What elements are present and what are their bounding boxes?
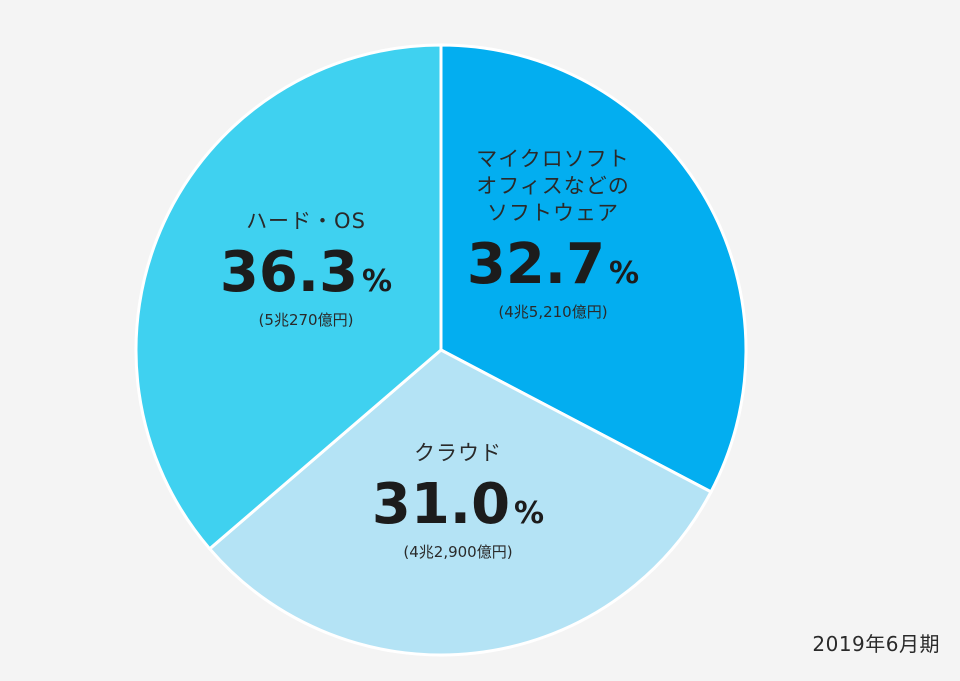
slice-amount: (5兆270億円) [259, 311, 354, 329]
slice-percentage: 32.7% [467, 232, 639, 297]
slice-label: ソフトウェア [487, 201, 619, 225]
slice-label: クラウド [414, 441, 502, 465]
slice-percentage: 36.3% [220, 240, 392, 305]
pie-slice [439, 43, 748, 494]
slice-label: マイクロソフト [476, 147, 630, 171]
slice-percentage: 31.0% [372, 472, 544, 537]
slice-amount: (4兆2,900億円) [403, 543, 512, 561]
slice-amount: (4兆5,210億円) [498, 303, 607, 321]
slice-label: ハード・OS [246, 209, 366, 233]
period-label: 2019年6月期 [812, 632, 940, 656]
slice-label: オフィスなどの [476, 174, 630, 198]
pie-slice [207, 348, 714, 657]
pie-slice [134, 43, 443, 551]
